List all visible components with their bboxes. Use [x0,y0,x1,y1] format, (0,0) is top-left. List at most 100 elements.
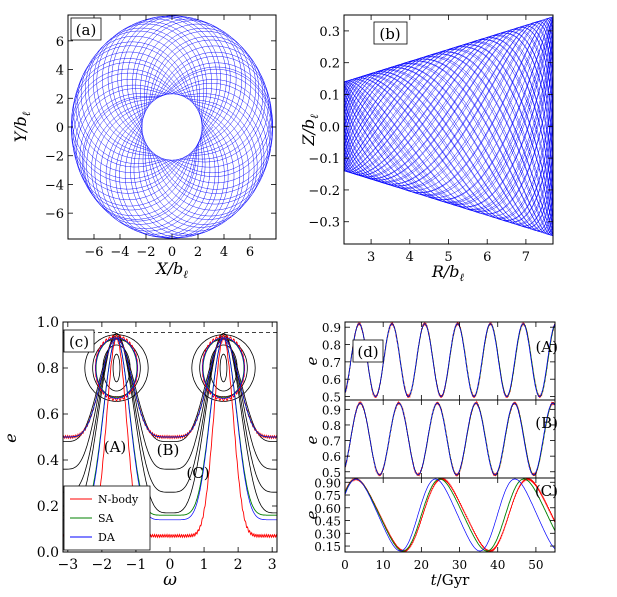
a-ytick-label: 4 [56,64,64,79]
panel-label-a: (a) [76,21,97,39]
orbit-b-line [344,16,553,237]
series-d-sa [345,478,555,552]
axes-frame-d-C [344,477,556,553]
d2-ytick-label: 0.75 [314,489,341,503]
annotation-A: (A) [104,438,127,456]
series-d-sa [345,402,555,476]
c-xtick-label: 1 [200,557,209,573]
contour-circulating [63,335,277,470]
d2-ytick-label: 0.60 [314,502,341,516]
panel-d: 0.90.80.70.60.50.90.80.70.60.50 10 20 30 40 5… [303,321,558,589]
b-xtick-label: 5 [444,250,452,265]
orbit-a-line [71,15,274,239]
panel-b: 3 4 5 6 7 0.3 0.2 0.1 0.0 −0.1 −0.2 −0.3 (b) R/bℓ Z… [299,14,554,284]
y-axis-label-d-C: e [303,510,321,519]
a-xtick-label: 4 [220,245,228,260]
series-d-C [345,478,555,552]
d0-ytick-label: 0.5 [322,391,341,405]
y-axis-label-a: Y/bℓ [11,111,33,142]
panel-c: −3 −2 −1 0 1 2 3 1.0 0.8 0.6 0.4 0.2 0.0 (c) (A) (B)… [1,315,278,590]
contour-libration [191,334,256,402]
contour-libration [112,353,121,383]
c-ytick-label: 1.0 [37,315,59,331]
trajectory-B-da [63,337,277,438]
d2-ytick-label: 0.15 [314,540,341,554]
a-ytick-label: 2 [56,92,64,107]
trajectory-C-sa [63,337,277,516]
ticks-d: 0.90.80.70.60.50.90.80.70.60.50 10 20 30 40 5… [314,321,555,572]
legend-c: N-body SA DA [63,485,151,551]
series-d-nbody [345,400,555,477]
d0-ytick-label: 0.9 [322,321,341,335]
b-xtick-label: 4 [406,250,414,265]
d2-xtick-label: 30 [452,558,467,572]
series-d-da [345,402,555,476]
c-xtick-label: 0 [166,557,175,573]
x-axis-label-c: ω [163,570,177,590]
a-xtick-label: 6 [246,245,254,260]
b-ytick-label: −0.1 [308,152,340,167]
d2-xtick-label: 0 [341,558,349,572]
b-ytick-label: 0.2 [319,57,340,72]
panel-a: −6 −4 −2 0 2 4 6 6 4 2 0 −2 −4 −6 (a) X/bℓ Y/bℓ [11,14,277,281]
series-d-B [345,400,555,477]
y-axis-label-b: Z/bℓ [299,114,321,147]
y-axis-label-d-A: e [303,356,321,365]
c-xtick-label: 2 [234,557,243,573]
contour-circulating [63,333,277,493]
ticks-a: −6 −4 −2 0 2 4 6 6 4 2 0 −2 −4 −6 [45,15,276,260]
a-xtick-label: 0 [168,245,176,260]
annotation-C: (C) [186,464,209,482]
d1-ytick-label: 0.9 [322,403,341,417]
x-axis-label-d: t/Gyr [431,571,471,589]
trajectory-A-da [95,337,138,399]
a-ytick-label: 6 [56,35,64,50]
trajectory-A-sa [202,337,245,399]
ticks-b: 3 4 5 6 7 0.3 0.2 0.1 0.0 −0.1 −0.2 −0.3 [308,15,553,265]
legend-label-sa: SA [98,512,115,525]
annotation-B: (B) [157,441,180,459]
b-xtick-label: 3 [367,250,375,265]
d2-xtick-label: 10 [376,558,391,572]
c-xtick-label: 3 [268,557,277,573]
b-ytick-label: 0.0 [319,120,340,135]
d1-ytick-label: 0.7 [322,435,341,449]
c-ytick-label: 0.4 [37,453,59,469]
legend-label-nbody: N-body [98,493,139,506]
c-ytick-label: 0.6 [37,407,59,423]
x-axis-label-a: X/bℓ [154,259,188,281]
a-ytick-label: −6 [45,207,64,222]
d2-xtick-label: 40 [490,558,505,572]
panel-label-box-d [352,339,384,363]
d2-ytick-label: 0.90 [314,476,341,490]
trajectory-C-da [63,337,277,521]
b-ytick-label: 0.3 [319,25,340,40]
a-xtick-label: −6 [84,245,103,260]
b-xtick-label: 6 [483,250,491,265]
subplot-label-B: (B) [535,414,558,432]
c-ytick-label: 0.8 [37,361,59,377]
panel-label-c: (c) [69,333,89,351]
panel-label-d: (d) [357,343,378,361]
a-xtick-label: −4 [110,245,129,260]
panel-label-box-c [63,329,95,353]
orbit-b [344,16,553,237]
orbit-a [71,15,274,239]
d2-ytick-label: 0.45 [314,515,341,529]
subplot-label-C: (C) [535,482,558,500]
trajectory-A-da [202,337,245,399]
b-ytick-label: −0.3 [308,216,340,231]
d1-ytick-label: 0.8 [322,419,341,433]
d0-ytick-label: 0.6 [322,373,341,387]
y-axis-label-c: e [1,433,20,442]
contour-libration [219,353,228,383]
panel-label-b: (b) [379,25,400,43]
subplot-label-A: (A) [535,338,558,356]
d2-xtick-label: 20 [414,558,429,572]
contour-circulating [63,333,277,514]
d1-ytick-label: 0.5 [322,466,341,480]
legend-label-da: DA [98,531,116,544]
c-xtick-label: −2 [92,557,113,573]
a-xtick-label: −2 [136,245,155,260]
